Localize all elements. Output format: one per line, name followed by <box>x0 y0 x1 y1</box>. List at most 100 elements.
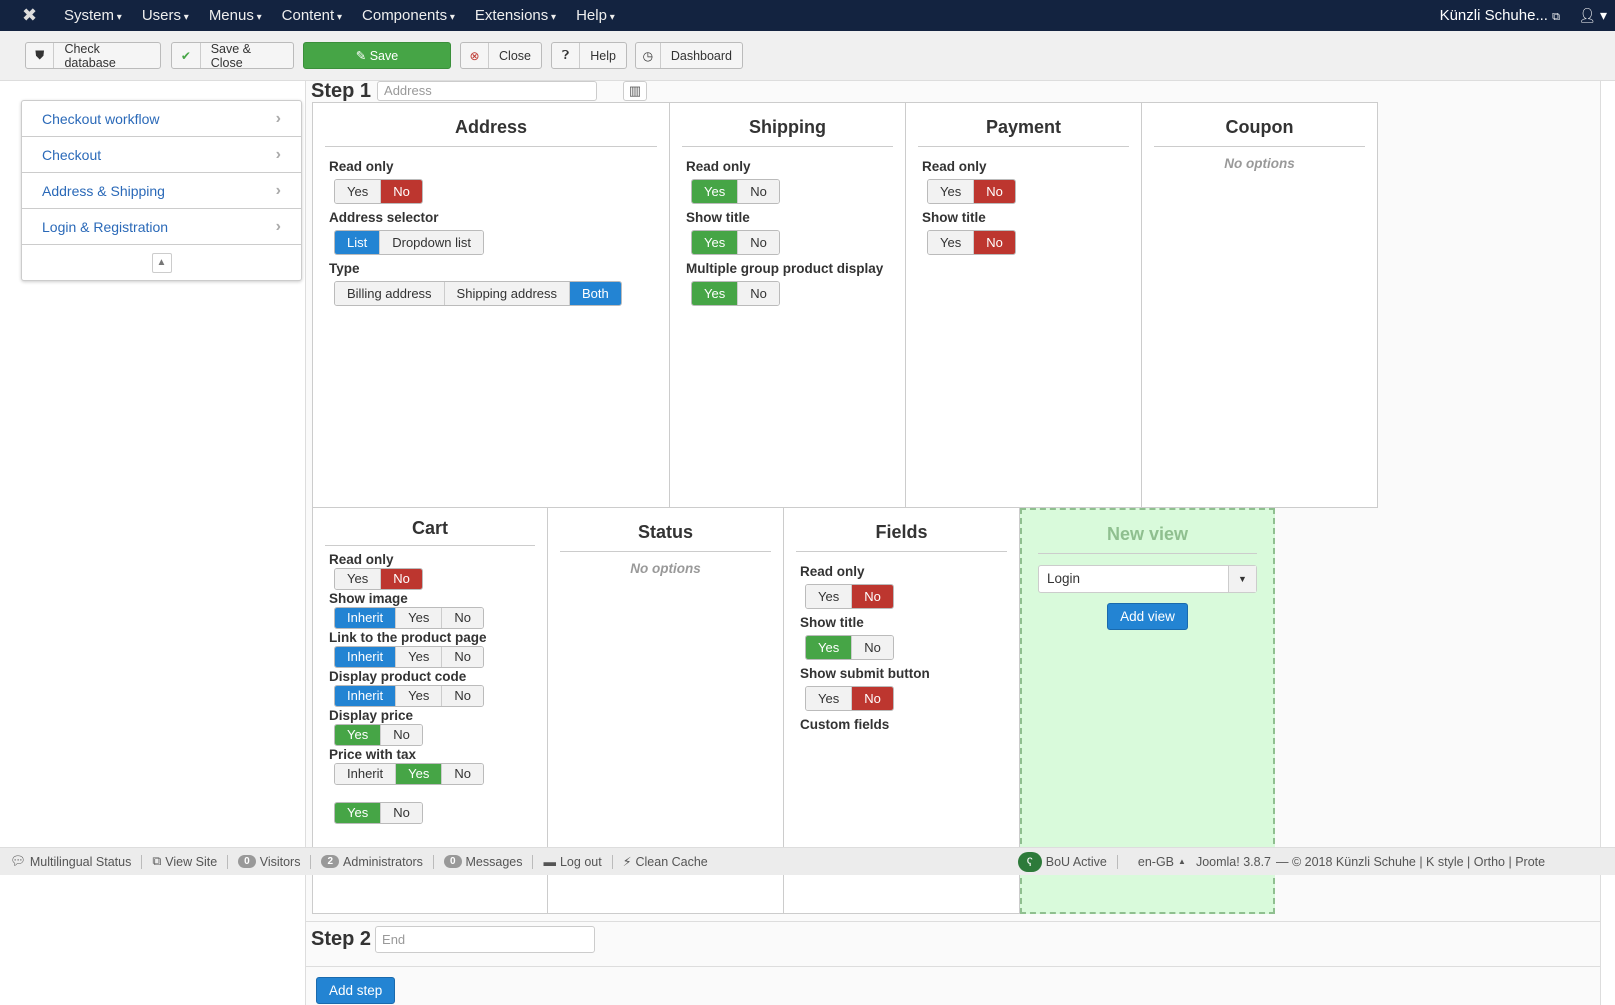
menu-extensions[interactable]: Extensions <box>465 0 566 33</box>
close-button[interactable]: ⊗ Close <box>460 42 542 69</box>
messages-label: Messages <box>465 854 523 869</box>
toggle-no[interactable]: No <box>381 180 422 203</box>
toggle-no[interactable]: No <box>381 725 422 745</box>
administrators-link[interactable]: 2 Administrators <box>311 854 434 869</box>
toggle-yes[interactable]: Yes <box>692 180 739 203</box>
toggle-no[interactable]: No <box>381 803 422 823</box>
toggle-yes[interactable]: Yes <box>806 585 853 608</box>
toggle-no[interactable]: No <box>974 231 1015 254</box>
option-toggle-group: Yes No <box>927 179 1016 204</box>
comment-icon: 💬︎ <box>10 854 26 868</box>
option-toggle-group: Inherit Yes No <box>334 646 484 668</box>
coupon-view-card: Coupon No options <box>1141 102 1378 508</box>
step-1-header: Step 1 Address ▥ <box>311 81 648 101</box>
toggle-yes[interactable]: Yes <box>692 231 739 254</box>
multilingual-status[interactable]: 💬︎ Multilingual Status <box>0 854 143 869</box>
sidebar-item-login-registration[interactable]: Login & Registration › <box>22 209 301 245</box>
toggle-no[interactable]: No <box>442 764 483 784</box>
toggle-no[interactable]: No <box>738 282 779 305</box>
logout-link[interactable]: ▬ Log out <box>533 854 613 869</box>
toggle-yes[interactable]: Yes <box>396 686 443 706</box>
toggle-no[interactable]: No <box>442 686 483 706</box>
option-label: Show image <box>329 591 408 606</box>
user-menu[interactable]: 👤︎ ▾ <box>1578 7 1607 23</box>
logout-label: Log out <box>559 854 602 869</box>
save-close-button[interactable]: ✔ Save & Close <box>171 42 294 70</box>
option-toggle-group: Yes No <box>334 724 423 746</box>
toggle-yes[interactable]: Yes <box>396 764 443 784</box>
check-database-button[interactable]: ⛊ Check database <box>25 42 161 70</box>
toggle-yes[interactable]: Yes <box>806 687 853 710</box>
toggle-no[interactable]: No <box>381 569 422 589</box>
option-toggle-group: Yes No <box>805 686 894 711</box>
toggle-dropdown-list[interactable]: Dropdown list <box>380 231 483 254</box>
toggle-yes[interactable]: Yes <box>335 725 382 745</box>
toggle-yes[interactable]: Yes <box>335 569 382 589</box>
menu-content[interactable]: Content <box>272 0 352 33</box>
toggle-inherit[interactable]: Inherit <box>335 764 397 784</box>
messages-link[interactable]: 0 Messages <box>434 854 534 869</box>
toggle-yes[interactable]: Yes <box>335 803 382 823</box>
close-circle-icon: ⊗ <box>461 43 490 68</box>
option-label: Display price <box>329 708 414 723</box>
clean-cache-link[interactable]: ⚡︎ Clean Cache <box>613 855 718 870</box>
toggle-inherit[interactable]: Inherit <box>335 647 397 667</box>
add-view-button[interactable]: Add view <box>1107 603 1188 630</box>
toggle-billing-address[interactable]: Billing address <box>335 282 445 305</box>
bou-label: BoU Active <box>1045 854 1107 869</box>
sidebar-item-address-shipping[interactable]: Address & Shipping › <box>22 173 301 209</box>
sidebar-item-checkout[interactable]: Checkout › <box>22 137 301 173</box>
external-link-icon: ⧉ <box>1552 11 1560 23</box>
visitors-link[interactable]: 0 Visitors <box>228 854 312 869</box>
save-button[interactable]: ✎ Save <box>303 42 451 69</box>
joomla-logo-icon[interactable]: ✖ <box>22 5 38 25</box>
toggle-no[interactable]: No <box>852 585 893 608</box>
menu-users[interactable]: Users <box>132 0 199 33</box>
dashboard-icon: ◷ <box>636 43 661 68</box>
toggle-yes[interactable]: Yes <box>396 647 443 667</box>
main-menu: System Users Menus Content Components Ex… <box>54 0 625 33</box>
dashboard-button[interactable]: ◷ Dashboard <box>635 42 743 69</box>
view-site-link[interactable]: ⧉ View Site <box>142 854 229 869</box>
toggle-no[interactable]: No <box>852 636 893 659</box>
toggle-list[interactable]: List <box>335 231 381 254</box>
option-label: Custom fields <box>800 717 890 732</box>
option-label: Read only <box>329 159 394 174</box>
collapse-sidebar-icon[interactable]: ▲ <box>151 252 172 273</box>
sidebar-item-checkout-workflow[interactable]: Checkout workflow › <box>22 101 301 137</box>
card-title: Address <box>325 103 657 147</box>
menu-menus[interactable]: Menus <box>199 0 272 33</box>
help-button[interactable]: ❓︎ Help <box>551 42 627 69</box>
toggle-no[interactable]: No <box>738 231 779 254</box>
toggle-no[interactable]: No <box>738 180 779 203</box>
toggle-yes[interactable]: Yes <box>928 180 975 203</box>
view-select[interactable]: Login ▼ <box>1038 565 1257 593</box>
step-2-name-input[interactable]: End <box>375 926 596 953</box>
toggle-yes[interactable]: Yes <box>335 180 382 203</box>
toggle-both[interactable]: Both <box>570 282 621 305</box>
toggle-yes[interactable]: Yes <box>928 231 975 254</box>
toggle-shipping-address[interactable]: Shipping address <box>444 282 571 305</box>
menu-system[interactable]: System <box>54 0 132 33</box>
payment-view-card: Payment Read only Yes No Show title Yes No <box>905 102 1142 508</box>
toggle-yes[interactable]: Yes <box>396 608 443 628</box>
toggle-yes[interactable]: Yes <box>692 282 739 305</box>
toggle-no[interactable]: No <box>974 180 1015 203</box>
toggle-inherit[interactable]: Inherit <box>335 686 397 706</box>
shield-icon: ⛊ <box>26 43 55 68</box>
menu-help[interactable]: Help <box>566 0 625 33</box>
version-label: Joomla! 3.8.7 <box>1195 854 1271 869</box>
toggle-yes[interactable]: Yes <box>806 636 853 659</box>
bou-active[interactable]: ʕ BoU Active <box>1008 851 1118 872</box>
toggle-no[interactable]: No <box>442 647 483 667</box>
menu-components[interactable]: Components <box>352 0 465 33</box>
add-step-button[interactable]: Add step <box>316 977 396 1004</box>
language-switcher[interactable]: en-GB ▲ <box>1118 855 1196 869</box>
columns-icon[interactable]: ▥ <box>623 81 648 101</box>
toggle-no[interactable]: No <box>442 608 483 628</box>
option-toggle-group: Yes No <box>927 230 1016 255</box>
toggle-no[interactable]: No <box>852 687 893 710</box>
step-1-name-input[interactable]: Address <box>377 81 598 101</box>
toggle-inherit[interactable]: Inherit <box>335 608 397 628</box>
site-link[interactable]: Künzli Schuhe... ⧉ <box>1440 0 1560 33</box>
